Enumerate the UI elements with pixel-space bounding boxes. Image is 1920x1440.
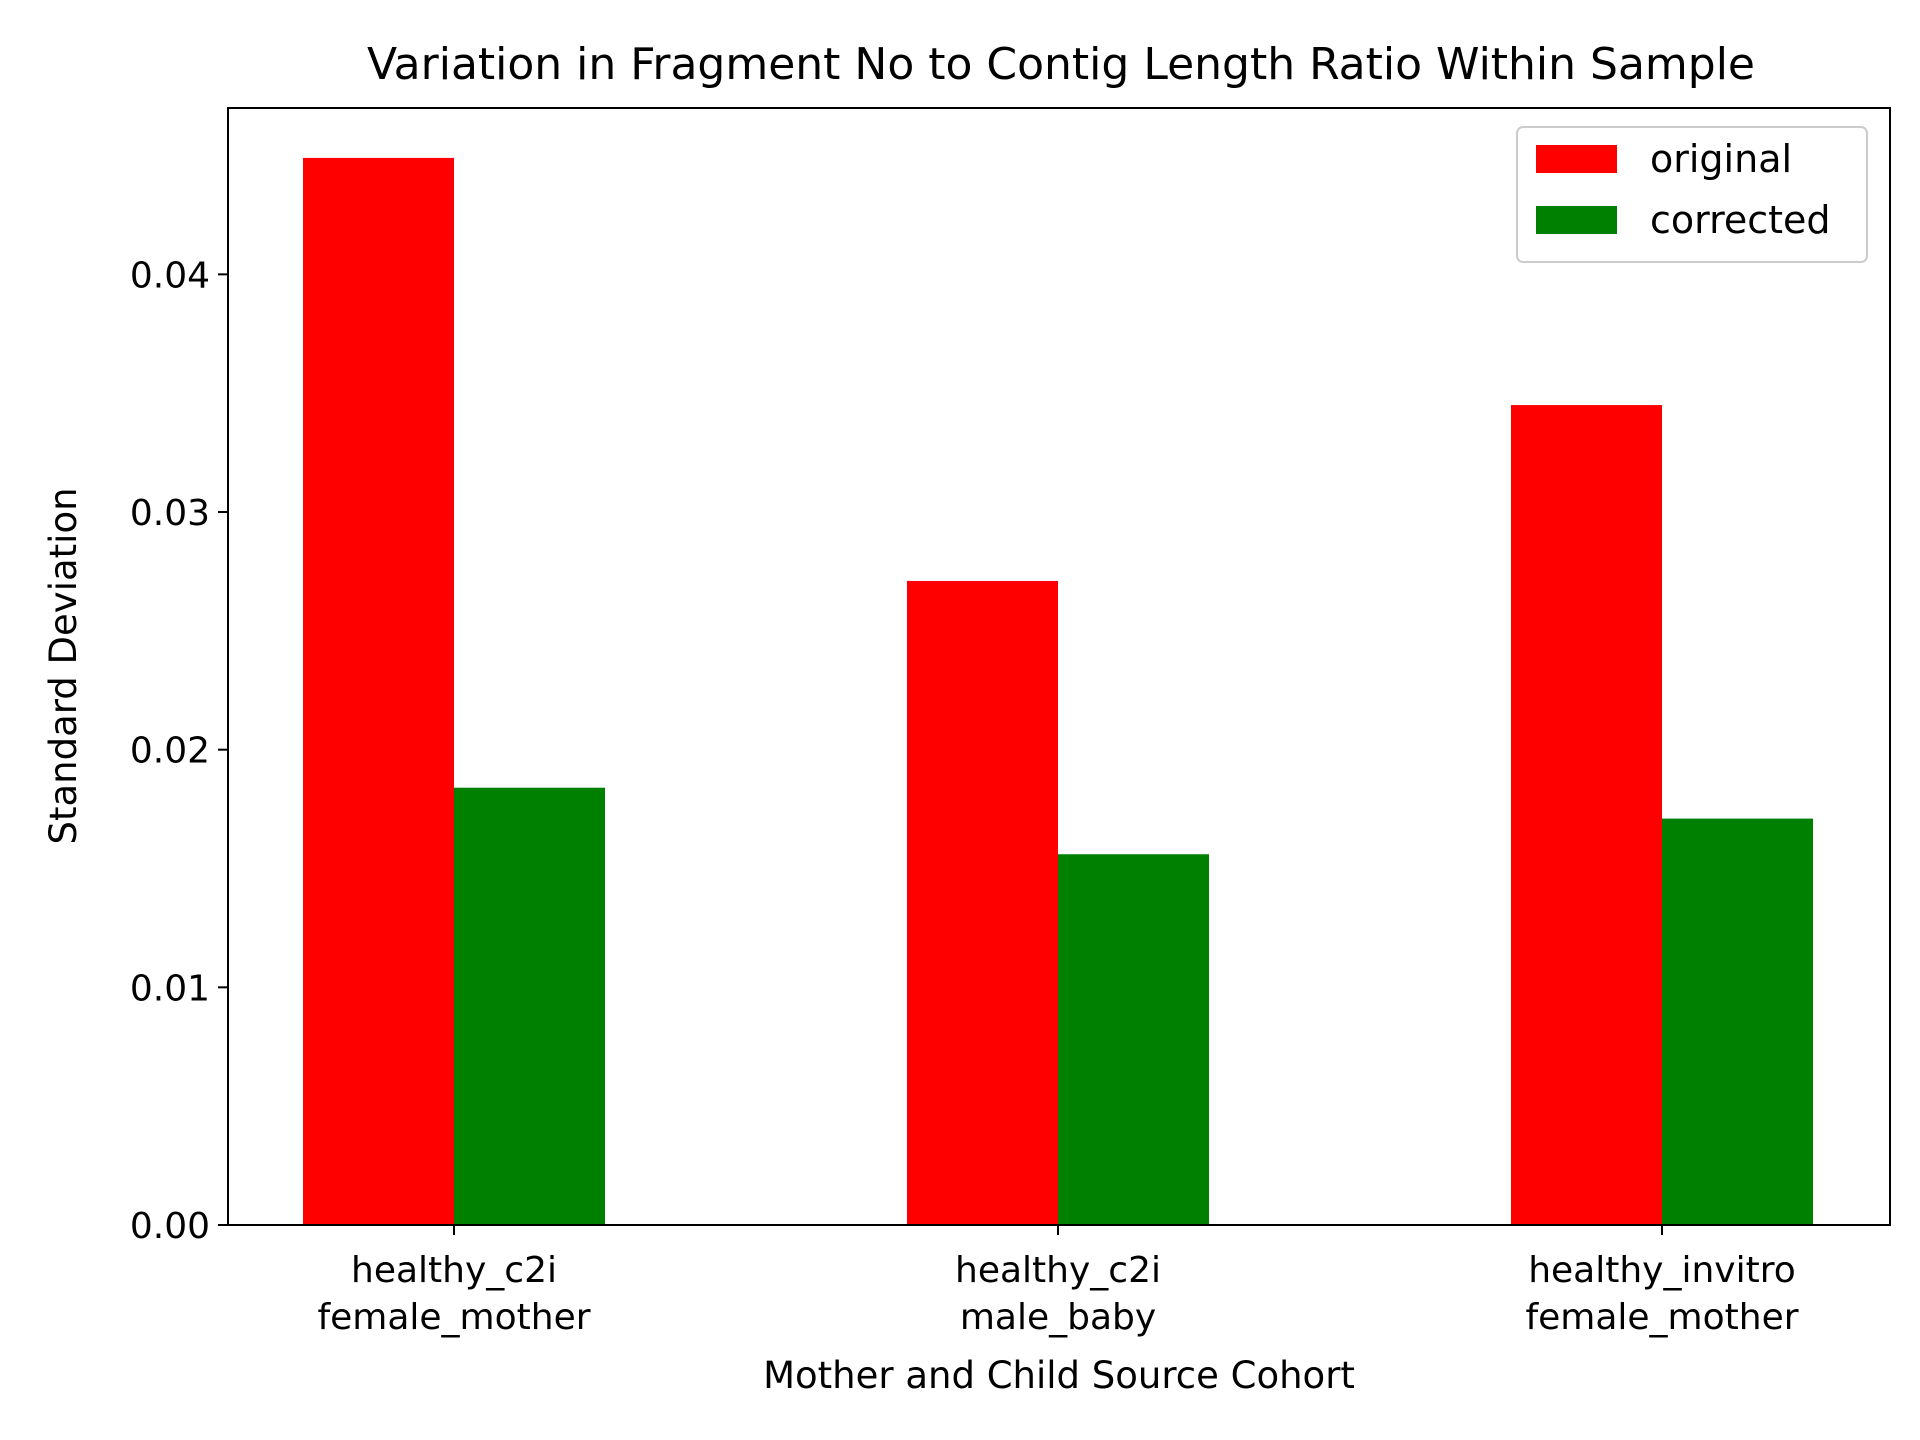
bar-corrected-2: [1058, 854, 1209, 1225]
bar-original-2: [907, 580, 1058, 1225]
x-tick-label: female_mother: [1525, 1297, 1798, 1338]
y-tick-label: 0.02: [130, 731, 210, 772]
x-tick-label: healthy_c2i: [955, 1250, 1161, 1291]
axes-frame: [227, 107, 1891, 1226]
legend: original corrected: [1516, 126, 1868, 263]
y-tick-label: 0.04: [130, 255, 210, 296]
bar-original-1: [303, 157, 454, 1226]
bar-corrected-3: [1662, 818, 1813, 1225]
legend-label-corrected: corrected: [1650, 198, 1831, 242]
legend-label-original: original: [1650, 137, 1792, 181]
bar-original-3: [1511, 405, 1662, 1225]
x-tick-label: healthy_c2i: [351, 1250, 557, 1291]
legend-swatch-corrected: [1536, 206, 1617, 234]
x-tick-label: male_baby: [960, 1297, 1156, 1338]
x-tick-label: female_mother: [317, 1297, 590, 1338]
chart-title: Variation in Fragment No to Contig Lengt…: [367, 39, 1755, 90]
y-tick-label: 0.03: [130, 493, 210, 534]
y-tick-label: 0.00: [130, 1206, 210, 1247]
x-axis-label: Mother and Child Source Cohort: [763, 1354, 1355, 1397]
y-tick-label: 0.01: [130, 968, 210, 1009]
y-axis-label: Standard Deviation: [42, 487, 85, 844]
bar-corrected-1: [454, 787, 605, 1225]
legend-swatch-original: [1536, 145, 1617, 173]
x-tick-label: healthy_invitro: [1528, 1250, 1796, 1291]
plot-area: healthy_c2i female_mother healthy_c2i male_…: [130, 157, 1813, 1338]
